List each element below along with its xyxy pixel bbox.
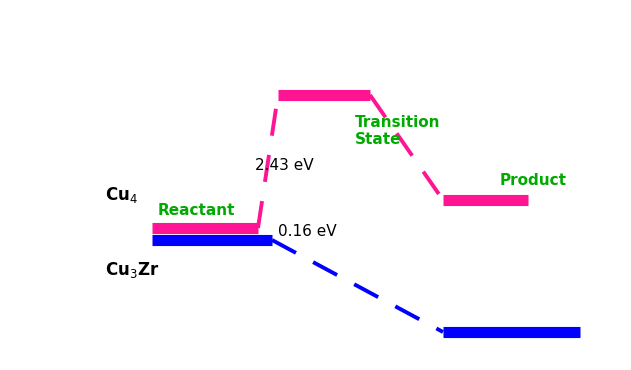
Text: 2.43 eV: 2.43 eV [255, 158, 314, 172]
Text: Product: Product [500, 173, 567, 188]
Text: Transition
State: Transition State [355, 115, 440, 147]
Text: Cu$_4$: Cu$_4$ [105, 185, 138, 205]
Text: Reactant: Reactant [158, 203, 235, 218]
Text: Cu$_3$Zr: Cu$_3$Zr [105, 260, 159, 280]
Text: 0.16 eV: 0.16 eV [278, 225, 336, 239]
